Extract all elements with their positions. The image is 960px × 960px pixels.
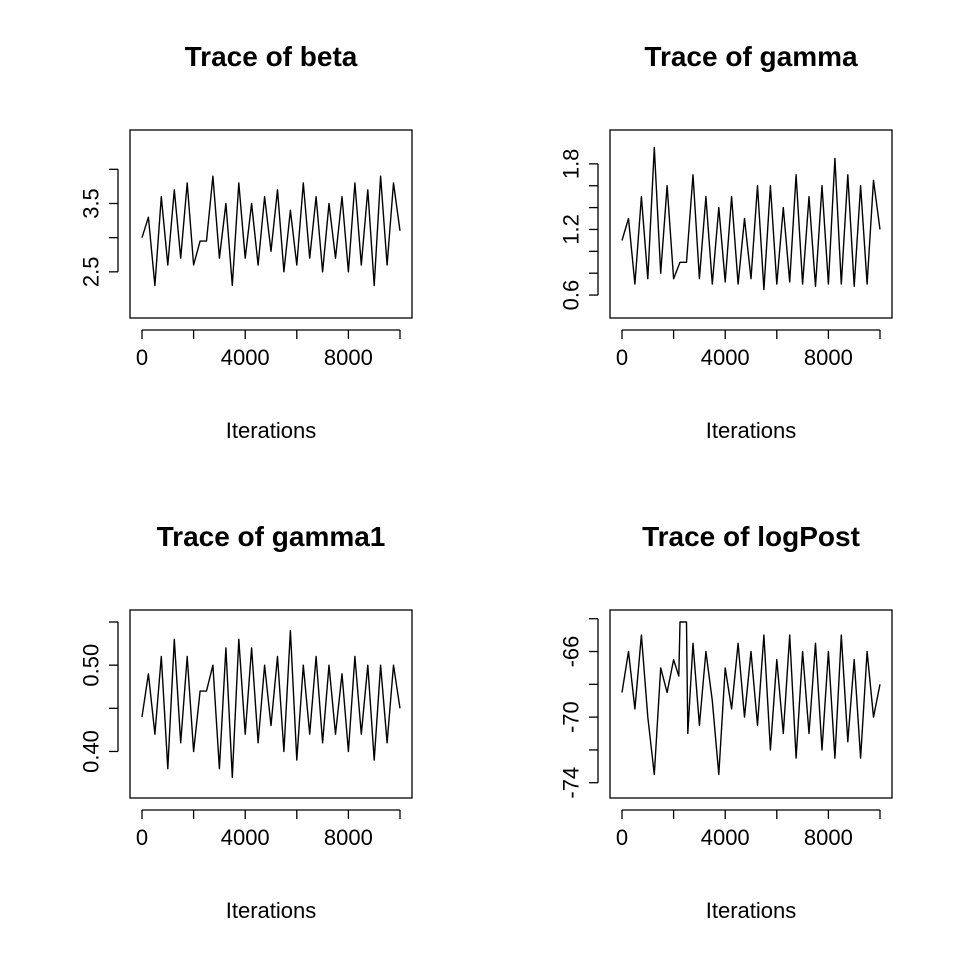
x-tick-label: 8000 (804, 825, 853, 850)
x-tick-label: 0 (616, 825, 628, 850)
x-tick-label: 8000 (324, 825, 373, 850)
y-tick-label: 3.5 (79, 188, 104, 219)
y-tick-label: -74 (559, 767, 584, 799)
x-tick-label: 8000 (804, 345, 853, 370)
y-tick-label: 0.50 (79, 644, 104, 687)
chart-title: Trace of gamma1 (157, 521, 386, 552)
x-tick-label: 4000 (221, 345, 270, 370)
x-tick-label: 0 (136, 345, 148, 370)
plot-frame (609, 609, 893, 799)
y-tick-label: 0.40 (79, 730, 104, 773)
y-tick-label: 0.6 (559, 280, 584, 311)
y-tick-label: -66 (559, 636, 584, 668)
x-axis-label: Iterations (706, 898, 797, 923)
chart-panel-3: Trace of gamma1 0 4000 8000 Iterations 0.40 0.… (79, 521, 413, 923)
y-tick-label: -70 (559, 701, 584, 733)
y-tick-label: 1.8 (559, 149, 584, 180)
y-tick-label: 1.2 (559, 214, 584, 245)
trace-line-1 (621, 146, 881, 291)
trace-line-1 (141, 629, 401, 779)
x-tick-label: 4000 (221, 825, 270, 850)
y-tick-label: 2.5 (79, 257, 104, 288)
chart-panel-4: Trace of logPost 0 4000 8000 Iterations -74 -7… (559, 521, 893, 923)
x-axis-label: Iterations (226, 898, 317, 923)
chart-panel-1: Trace of beta 0 4000 8000 Iterations 2.5 3.5 (79, 41, 413, 443)
x-tick-label: 0 (616, 345, 628, 370)
trace-line-1 (621, 621, 881, 776)
chart-title: Trace of gamma (644, 41, 858, 72)
x-tick-label: 4000 (701, 825, 750, 850)
x-tick-label: 8000 (324, 345, 373, 370)
chart-panel-2: Trace of gamma 0 4000 8000 Iterations 0.6 1.2 1… (559, 41, 893, 443)
x-axis-label: Iterations (706, 418, 797, 443)
chart-title: Trace of beta (185, 41, 358, 72)
plot-frame (609, 129, 893, 319)
chart-title: Trace of logPost (642, 521, 860, 552)
plot-frame (129, 609, 413, 799)
trace-line-1 (141, 175, 401, 287)
x-tick-label: 0 (136, 825, 148, 850)
x-tick-label: 4000 (701, 345, 750, 370)
plot-frame (129, 129, 413, 319)
x-axis-label: Iterations (226, 418, 317, 443)
